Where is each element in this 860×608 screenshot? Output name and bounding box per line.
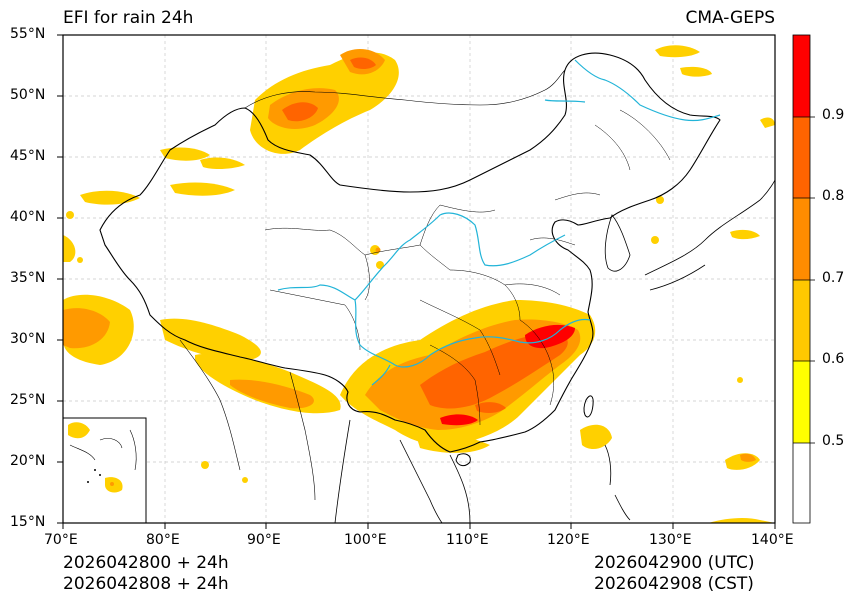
colorbar-label-0.8: 0.8 <box>822 188 845 204</box>
lon-label-70: 70°E <box>44 532 78 548</box>
axis-ticks <box>57 34 776 529</box>
colorbar-label-0.9: 0.9 <box>822 107 845 123</box>
province-borders <box>264 109 671 426</box>
colorbar-label-0.7: 0.7 <box>822 270 845 286</box>
efi-shading <box>63 45 775 523</box>
lat-label-40: 40°N <box>10 209 46 225</box>
init-time-utc: 2026042800 + 24h <box>63 553 229 573</box>
lon-label-80: 80°E <box>146 532 180 548</box>
lon-label-90: 90°E <box>247 532 281 548</box>
lon-label-100: 100°E <box>344 532 387 548</box>
colorbar <box>792 34 815 524</box>
lon-label-110: 110°E <box>446 532 489 548</box>
map-title: EFI for rain 24h <box>63 8 194 28</box>
lon-label-130: 130°E <box>649 532 692 548</box>
lat-label-30: 30°N <box>10 331 46 347</box>
lon-label-140: 140°E <box>751 532 794 548</box>
lon-label-120: 120°E <box>547 532 590 548</box>
lat-label-20: 20°N <box>10 453 46 469</box>
lat-label-45: 45°N <box>10 148 46 164</box>
valid-time-cst: 2026042908 (CST) <box>594 574 754 594</box>
lat-label-15: 15°N <box>10 514 46 530</box>
lat-label-50: 50°N <box>10 87 46 103</box>
lat-label-35: 35°N <box>10 270 46 286</box>
south-china-sea-inset <box>62 417 147 524</box>
valid-time-block: 2026042900 (UTC) 2026042908 (CST) <box>594 553 755 595</box>
valid-time-utc: 2026042900 (UTC) <box>594 553 755 573</box>
colorbar-label-0.5: 0.5 <box>822 433 845 449</box>
country-borders <box>99 52 775 523</box>
init-time-cst: 2026042808 + 24h <box>63 574 229 594</box>
init-time-block: 2026042800 + 24h 2026042808 + 24h <box>63 553 229 595</box>
colorbar-label-0.6: 0.6 <box>822 351 845 367</box>
rivers <box>277 59 721 386</box>
lat-label-55: 55°N <box>10 26 46 42</box>
model-name: CMA-GEPS <box>685 8 775 28</box>
lat-label-25: 25°N <box>10 392 46 408</box>
